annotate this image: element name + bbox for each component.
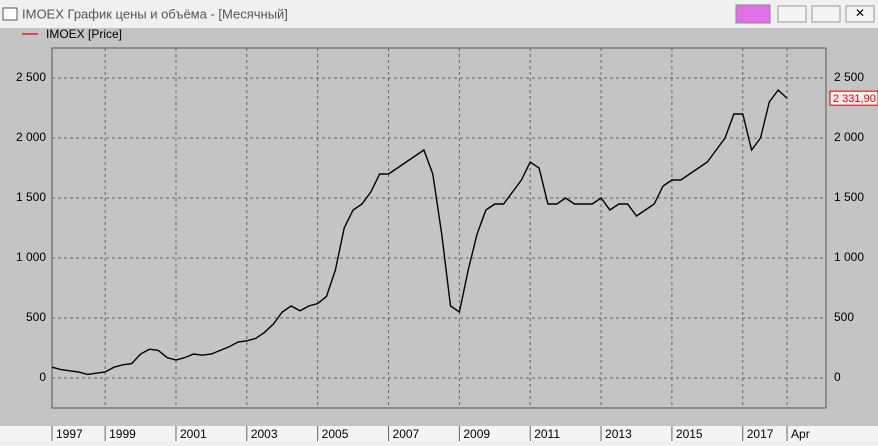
x-tick-label: 2017	[747, 427, 774, 441]
title-bar	[0, 0, 878, 28]
x-tick-label: 2003	[251, 427, 278, 441]
x-tick-label: 2001	[180, 427, 207, 441]
x-tick-label: Apr	[791, 427, 810, 441]
x-tick-label: 1997	[56, 427, 83, 441]
close-icon: ✕	[855, 6, 865, 20]
x-tick-label: 2015	[676, 427, 703, 441]
y-tick-label: 2 500	[16, 70, 46, 84]
x-tick-label: 2009	[463, 427, 490, 441]
x-tick-label: 2011	[534, 427, 560, 441]
window-title: IMOEX График цены и объёма - [Месячный]	[22, 6, 288, 21]
y2-tick-label: 0	[834, 370, 841, 384]
window-icon	[2, 7, 18, 21]
minimize-button[interactable]	[777, 5, 807, 23]
y-tick-label: 2 000	[16, 130, 46, 144]
legend-label: IMOEX [Price]	[46, 27, 122, 41]
y2-tick-label: 1 500	[834, 190, 864, 204]
y2-tick-label: 1 000	[834, 250, 864, 264]
y2-tick-label: 500	[834, 310, 854, 324]
y-tick-label: 1 500	[16, 190, 46, 204]
link-button[interactable]	[735, 4, 771, 24]
price-line	[51, 88, 788, 376]
x-tick-label: 2007	[393, 427, 420, 441]
last-price-label: 2 331,90	[833, 93, 876, 105]
x-tick-label: 1999	[109, 427, 136, 441]
y-tick-label: 1 000	[16, 250, 46, 264]
y2-tick-label: 2 000	[834, 130, 864, 144]
x-axis-band	[0, 426, 878, 441]
y-tick-label: 0	[39, 370, 46, 384]
y-tick-label: 500	[26, 310, 46, 324]
plot-frame	[51, 47, 827, 409]
maximize-button[interactable]	[811, 5, 841, 23]
close-button[interactable]	[845, 5, 875, 23]
x-tick-label: 2013	[605, 427, 632, 441]
last-price-box	[829, 90, 878, 106]
y2-tick-label: 2 500	[834, 70, 864, 84]
x-tick-label: 2005	[322, 427, 349, 441]
